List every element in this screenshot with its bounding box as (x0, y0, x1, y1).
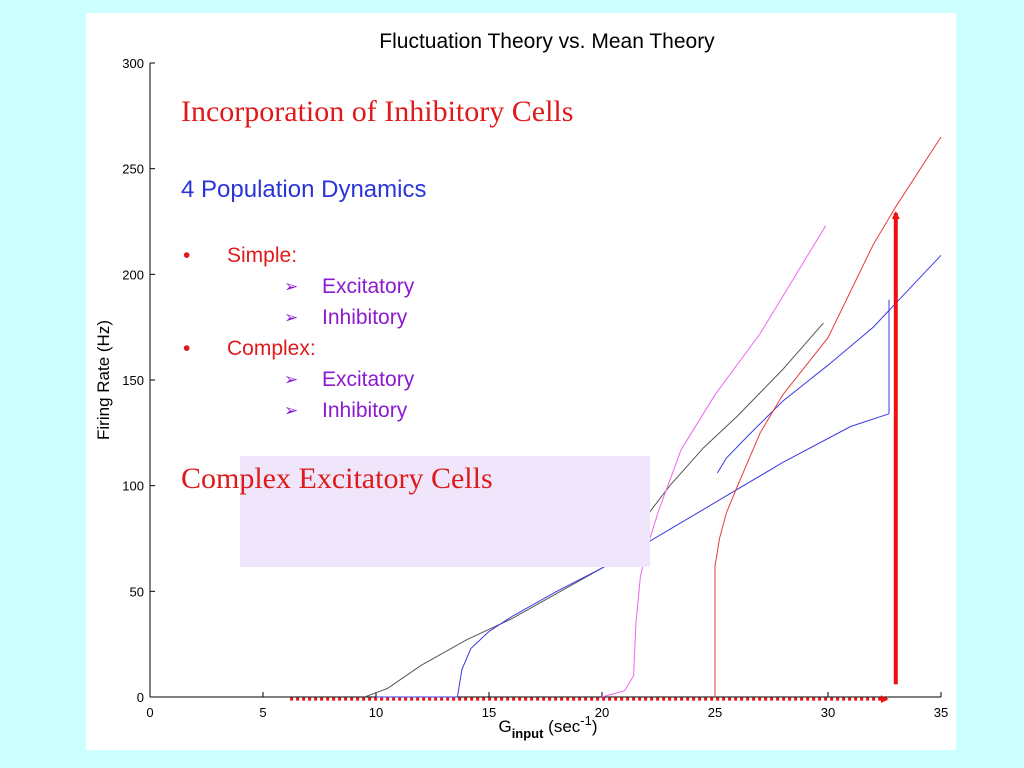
x-axis-label: Ginput (sec-1) (498, 713, 597, 741)
x-axis-label-part: input (512, 726, 544, 741)
y-tick-label: 300 (122, 56, 144, 71)
x-tick-label: 35 (934, 705, 948, 720)
x-axis-label-part: (sec (543, 717, 580, 736)
x-tick-label: 5 (259, 705, 266, 720)
bullet-label: Simple: (227, 244, 298, 267)
bullet-dot-icon: • (183, 337, 191, 360)
arrow-bullet-icon: ➢ (284, 401, 299, 420)
x-tick-label: 25 (708, 705, 722, 720)
arrow-bullet-icon: ➢ (284, 308, 299, 327)
sub-bullet-label: Excitatory (322, 368, 415, 391)
y-tick-label: 50 (130, 584, 144, 599)
x-tick-label: 30 (821, 705, 835, 720)
y-tick-label: 100 (122, 479, 144, 494)
arrow-bullet-icon: ➢ (284, 370, 299, 389)
y-tick-label: 150 (122, 373, 144, 388)
x-axis-label-part: -1 (580, 713, 592, 728)
series-line-2 (716, 254, 942, 474)
y-tick-label: 250 (122, 162, 144, 177)
y-axis-label: Firing Rate (Hz) (94, 320, 113, 440)
sub-bullet-label: Inhibitory (322, 399, 408, 422)
x-tick-label: 10 (369, 705, 383, 720)
series-line-1 (376, 413, 890, 698)
slide-heading: Incorporation of Inhibitory Cells (181, 95, 574, 128)
caption-box (240, 456, 650, 567)
slide: 0 5 10 15 20 25 30 35 0 50 100 150 200 250 300 Fluctuat… (86, 13, 956, 750)
x-tick-label: 0 (146, 705, 153, 720)
bullet-dot-icon: • (183, 244, 191, 267)
caption-text: Complex Excitatory Cells (181, 462, 493, 495)
x-axis-label-part: ) (592, 717, 598, 736)
sub-bullet-label: Excitatory (322, 275, 415, 298)
arrow-bullet-icon: ➢ (284, 277, 299, 296)
y-tick-label: 200 (122, 267, 144, 282)
y-tick-label: 0 (137, 690, 144, 705)
sub-bullet-label: Inhibitory (322, 306, 408, 329)
x-axis-label-part: G (498, 717, 511, 736)
series-line-5 (714, 136, 942, 697)
chart-title: Fluctuation Theory vs. Mean Theory (379, 30, 715, 53)
x-tick-label: 20 (595, 705, 609, 720)
x-tick-label: 15 (482, 705, 496, 720)
bullet-label: Complex: (227, 337, 316, 360)
slide-subheading: 4 Population Dynamics (181, 176, 427, 203)
